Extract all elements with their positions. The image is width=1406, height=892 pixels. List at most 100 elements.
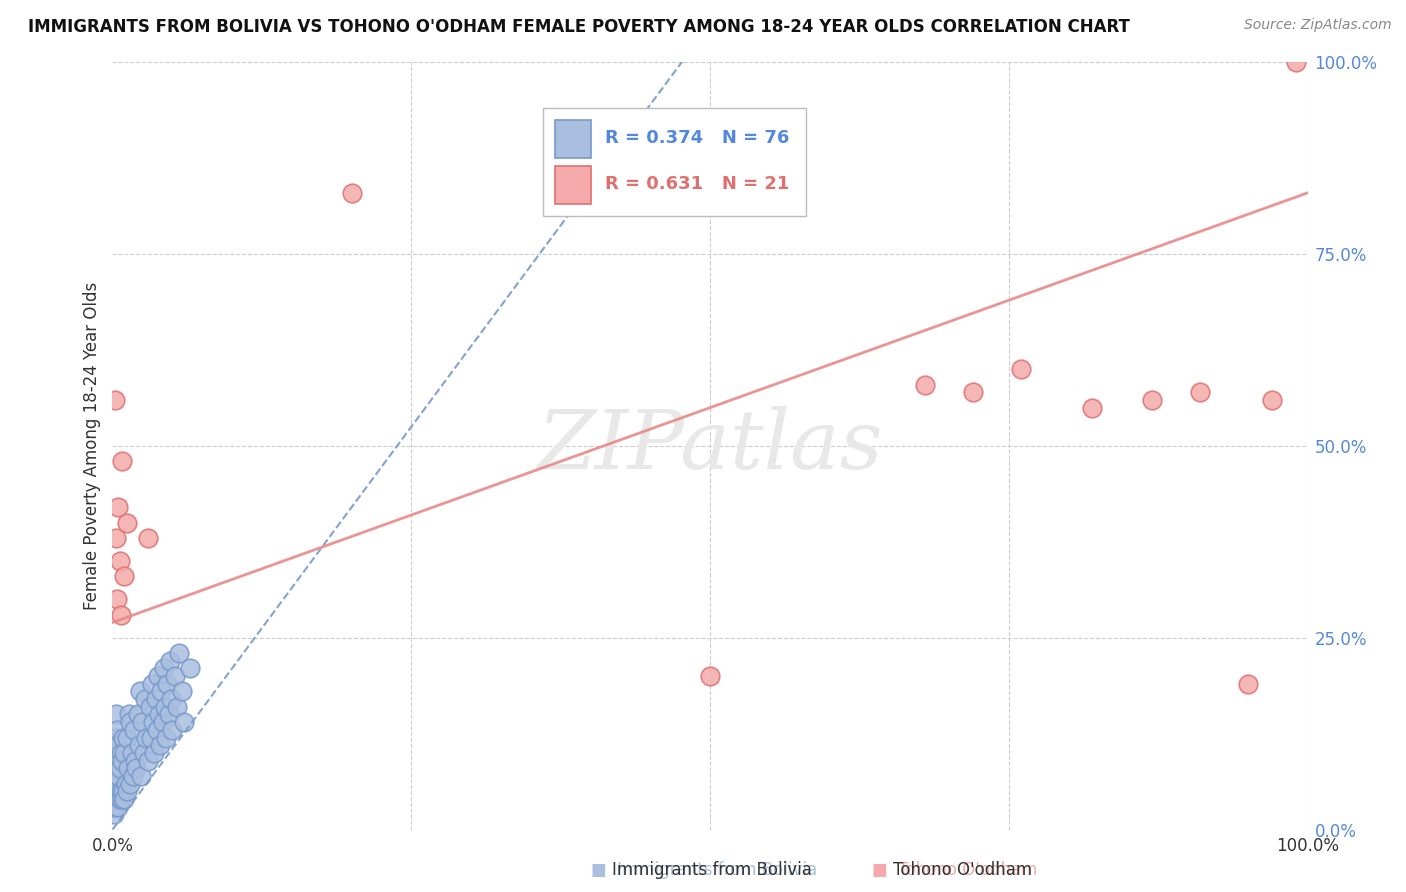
Point <box>340 186 363 200</box>
Text: R = 0.374   N = 76: R = 0.374 N = 76 <box>605 129 789 147</box>
Point <box>156 677 179 691</box>
Point <box>115 516 138 530</box>
Text: ■  Immigrants from Bolivia: ■ Immigrants from Bolivia <box>591 861 817 879</box>
Point <box>139 731 162 745</box>
Text: Immigrants from Bolivia: Immigrants from Bolivia <box>591 861 811 879</box>
Point <box>110 746 132 760</box>
Point <box>155 731 177 745</box>
Point <box>104 731 127 745</box>
Point <box>124 754 146 768</box>
Point <box>120 715 142 730</box>
Point <box>115 731 138 745</box>
Text: ■  Tohono O'odham: ■ Tohono O'odham <box>872 861 1038 879</box>
Point <box>110 607 132 622</box>
Point <box>107 799 129 814</box>
Text: Source: ZipAtlas.com: Source: ZipAtlas.com <box>1244 18 1392 32</box>
Point <box>138 754 160 768</box>
Point <box>962 385 984 400</box>
Text: Tohono O'odham: Tohono O'odham <box>872 861 1032 879</box>
Point <box>141 677 163 691</box>
Point <box>112 784 135 798</box>
Point <box>148 707 170 722</box>
Point <box>166 699 188 714</box>
Bar <box>543 109 806 216</box>
Point <box>127 707 149 722</box>
Point <box>159 654 181 668</box>
Point <box>699 669 721 683</box>
Point <box>117 761 139 775</box>
Point <box>1285 55 1308 70</box>
Point <box>173 715 195 730</box>
Bar <box>554 166 591 204</box>
Point <box>114 792 135 806</box>
Point <box>105 723 128 737</box>
Point <box>150 684 173 698</box>
Point <box>121 746 143 760</box>
Point <box>107 500 129 515</box>
Point <box>138 699 160 714</box>
Point <box>105 592 128 607</box>
Point <box>122 723 145 737</box>
Point <box>129 684 152 698</box>
Point <box>1010 362 1032 376</box>
Point <box>103 776 125 790</box>
Point <box>107 769 129 783</box>
Point <box>103 807 125 822</box>
Point <box>145 723 167 737</box>
Point <box>170 684 193 698</box>
Point <box>121 769 143 783</box>
Point <box>128 738 150 752</box>
Point <box>143 746 166 760</box>
Point <box>129 769 152 783</box>
Point <box>146 669 169 683</box>
Point <box>105 776 128 790</box>
Point <box>153 699 176 714</box>
Point <box>131 715 153 730</box>
Point <box>132 746 155 760</box>
Point <box>169 646 191 660</box>
Point <box>110 784 132 798</box>
Point <box>160 692 183 706</box>
Point <box>103 761 125 775</box>
Point <box>179 661 201 675</box>
Point <box>1189 385 1212 400</box>
Point <box>105 792 128 806</box>
Point <box>104 746 127 760</box>
Point <box>103 792 125 806</box>
Point <box>108 554 131 568</box>
Bar <box>554 120 591 158</box>
Point <box>135 731 157 745</box>
Point <box>162 723 183 737</box>
Point <box>1081 401 1104 415</box>
Point <box>1142 392 1164 407</box>
Point <box>1261 392 1284 407</box>
Point <box>134 692 156 706</box>
Point <box>114 746 135 760</box>
Point <box>114 569 135 583</box>
Point <box>105 784 128 798</box>
Point <box>115 784 138 798</box>
Point <box>105 707 128 722</box>
Point <box>1237 677 1260 691</box>
Point <box>125 761 148 775</box>
Point <box>914 377 936 392</box>
Point <box>104 769 127 783</box>
Point <box>142 715 165 730</box>
Point <box>111 754 134 768</box>
Point <box>104 784 127 798</box>
Text: R = 0.631   N = 21: R = 0.631 N = 21 <box>605 176 789 194</box>
Point <box>105 531 128 545</box>
Point <box>114 776 136 790</box>
Point <box>104 392 127 407</box>
Text: IMMIGRANTS FROM BOLIVIA VS TOHONO O'ODHAM FEMALE POVERTY AMONG 18-24 YEAR OLDS C: IMMIGRANTS FROM BOLIVIA VS TOHONO O'ODHA… <box>28 18 1130 36</box>
Point <box>138 531 160 545</box>
Point <box>111 792 134 806</box>
Point <box>120 776 142 790</box>
Point <box>105 761 128 775</box>
Point <box>145 692 167 706</box>
Point <box>157 707 180 722</box>
Y-axis label: Female Poverty Among 18-24 Year Olds: Female Poverty Among 18-24 Year Olds <box>83 282 101 610</box>
Point <box>153 661 176 675</box>
Point <box>118 707 141 722</box>
Point <box>105 754 128 768</box>
